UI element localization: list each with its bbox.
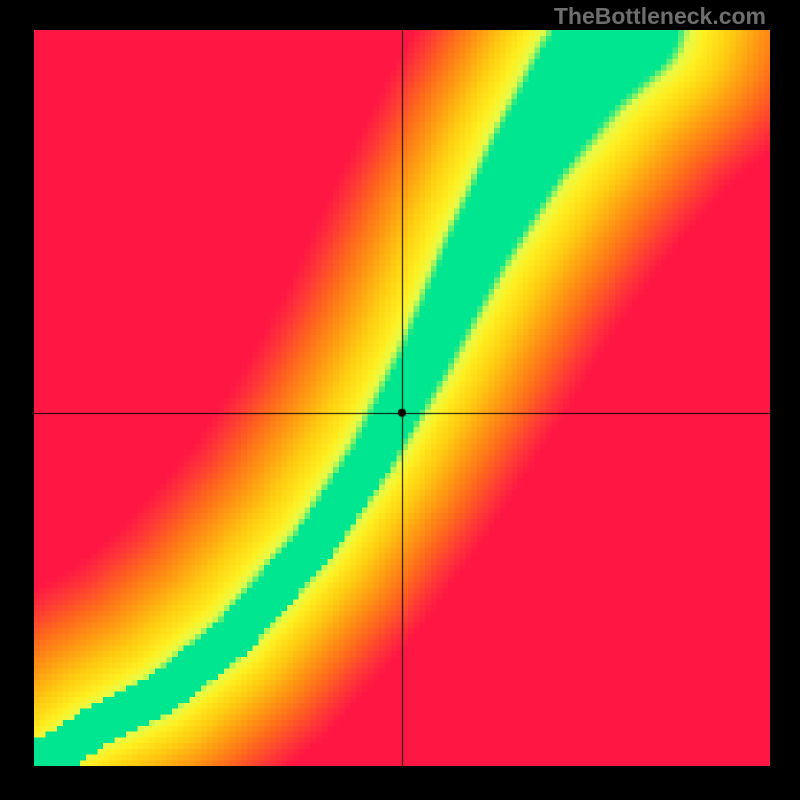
crosshair-overlay [34,30,770,766]
watermark-text: TheBottleneck.com [554,3,766,30]
